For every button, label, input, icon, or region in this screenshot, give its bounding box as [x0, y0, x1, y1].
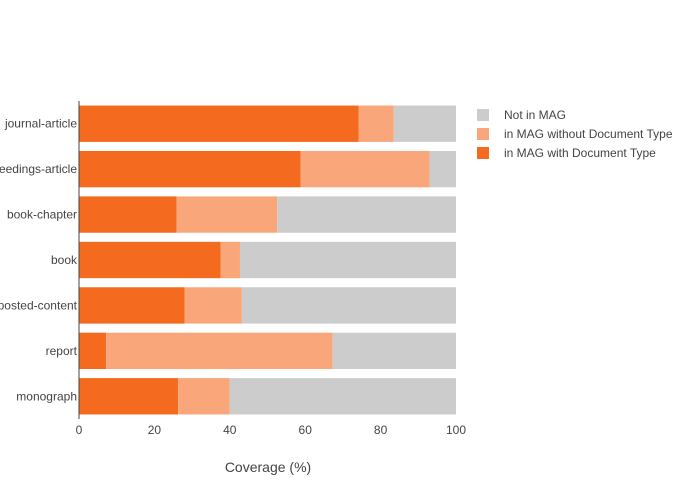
bar-book-chapter-series-2[interactable]: [277, 196, 456, 233]
x-axis-title: Coverage (%): [225, 459, 311, 475]
bar-monograph-series-2[interactable]: [229, 378, 456, 415]
y-tick-label: book-chapter: [7, 208, 77, 222]
bar-report-series-0[interactable]: [79, 332, 107, 370]
y-tick-label: book: [51, 253, 78, 267]
legend-swatch: [477, 109, 489, 121]
y-axis-labels: journal-article proceedings-article book-c…: [0, 117, 78, 404]
bar-book-series-0[interactable]: [79, 241, 221, 279]
y-tick-label: report: [46, 344, 78, 358]
bar-monograph-series-0[interactable]: [79, 378, 179, 415]
bar-book-chapter-series-1[interactable]: [176, 196, 278, 233]
legend-item[interactable]: in MAG with Document Type: [477, 146, 656, 160]
x-tick-label: 80: [374, 423, 388, 437]
legend-swatch: [477, 128, 489, 140]
bar-monograph-series-1[interactable]: [178, 378, 230, 415]
legend-label: Not in MAG: [504, 108, 566, 122]
legend-item[interactable]: Not in MAG: [477, 108, 566, 122]
bar-journal-article-series-1[interactable]: [358, 105, 394, 142]
bar-proceedings-article-series-0[interactable]: [79, 150, 301, 188]
bar-report-series-1[interactable]: [106, 332, 333, 370]
bar-posted-content-series-2[interactable]: [241, 287, 456, 324]
y-tick-label: monograph: [16, 389, 77, 403]
bar-book-series-2[interactable]: [239, 241, 456, 279]
bar-book-series-1[interactable]: [220, 241, 240, 279]
legend-label: in MAG without Document Type: [504, 127, 673, 141]
x-axis-labels: 0 20 40 60 80 100: [76, 423, 467, 437]
bar-posted-content-series-1[interactable]: [184, 287, 242, 324]
bar-area: [79, 105, 456, 415]
bar-proceedings-article-series-1[interactable]: [300, 150, 430, 188]
bar-proceedings-article-series-2[interactable]: [429, 150, 456, 188]
bar-posted-content-series-0[interactable]: [79, 287, 185, 324]
x-tick-label: 20: [148, 423, 162, 437]
legend-swatch: [477, 147, 489, 159]
x-tick-label: 40: [223, 423, 237, 437]
x-tick-label: 100: [446, 423, 466, 437]
y-tick-label: proceedings-article: [0, 162, 77, 176]
bar-journal-article-series-0[interactable]: [79, 105, 359, 142]
x-tick-label: 60: [299, 423, 313, 437]
bar-report-series-2[interactable]: [332, 332, 456, 370]
legend-item[interactable]: in MAG without Document Type: [477, 127, 673, 141]
bar-book-chapter-series-0[interactable]: [79, 196, 177, 233]
y-tick-label: journal-article: [4, 117, 77, 131]
legend[interactable]: Not in MAG in MAG without Document Type in…: [477, 108, 673, 160]
legend-label: in MAG with Document Type: [504, 146, 656, 160]
bar-journal-article-series-2[interactable]: [393, 105, 456, 142]
x-tick-label: 0: [76, 423, 83, 437]
y-tick-label: posted-content: [0, 298, 78, 312]
